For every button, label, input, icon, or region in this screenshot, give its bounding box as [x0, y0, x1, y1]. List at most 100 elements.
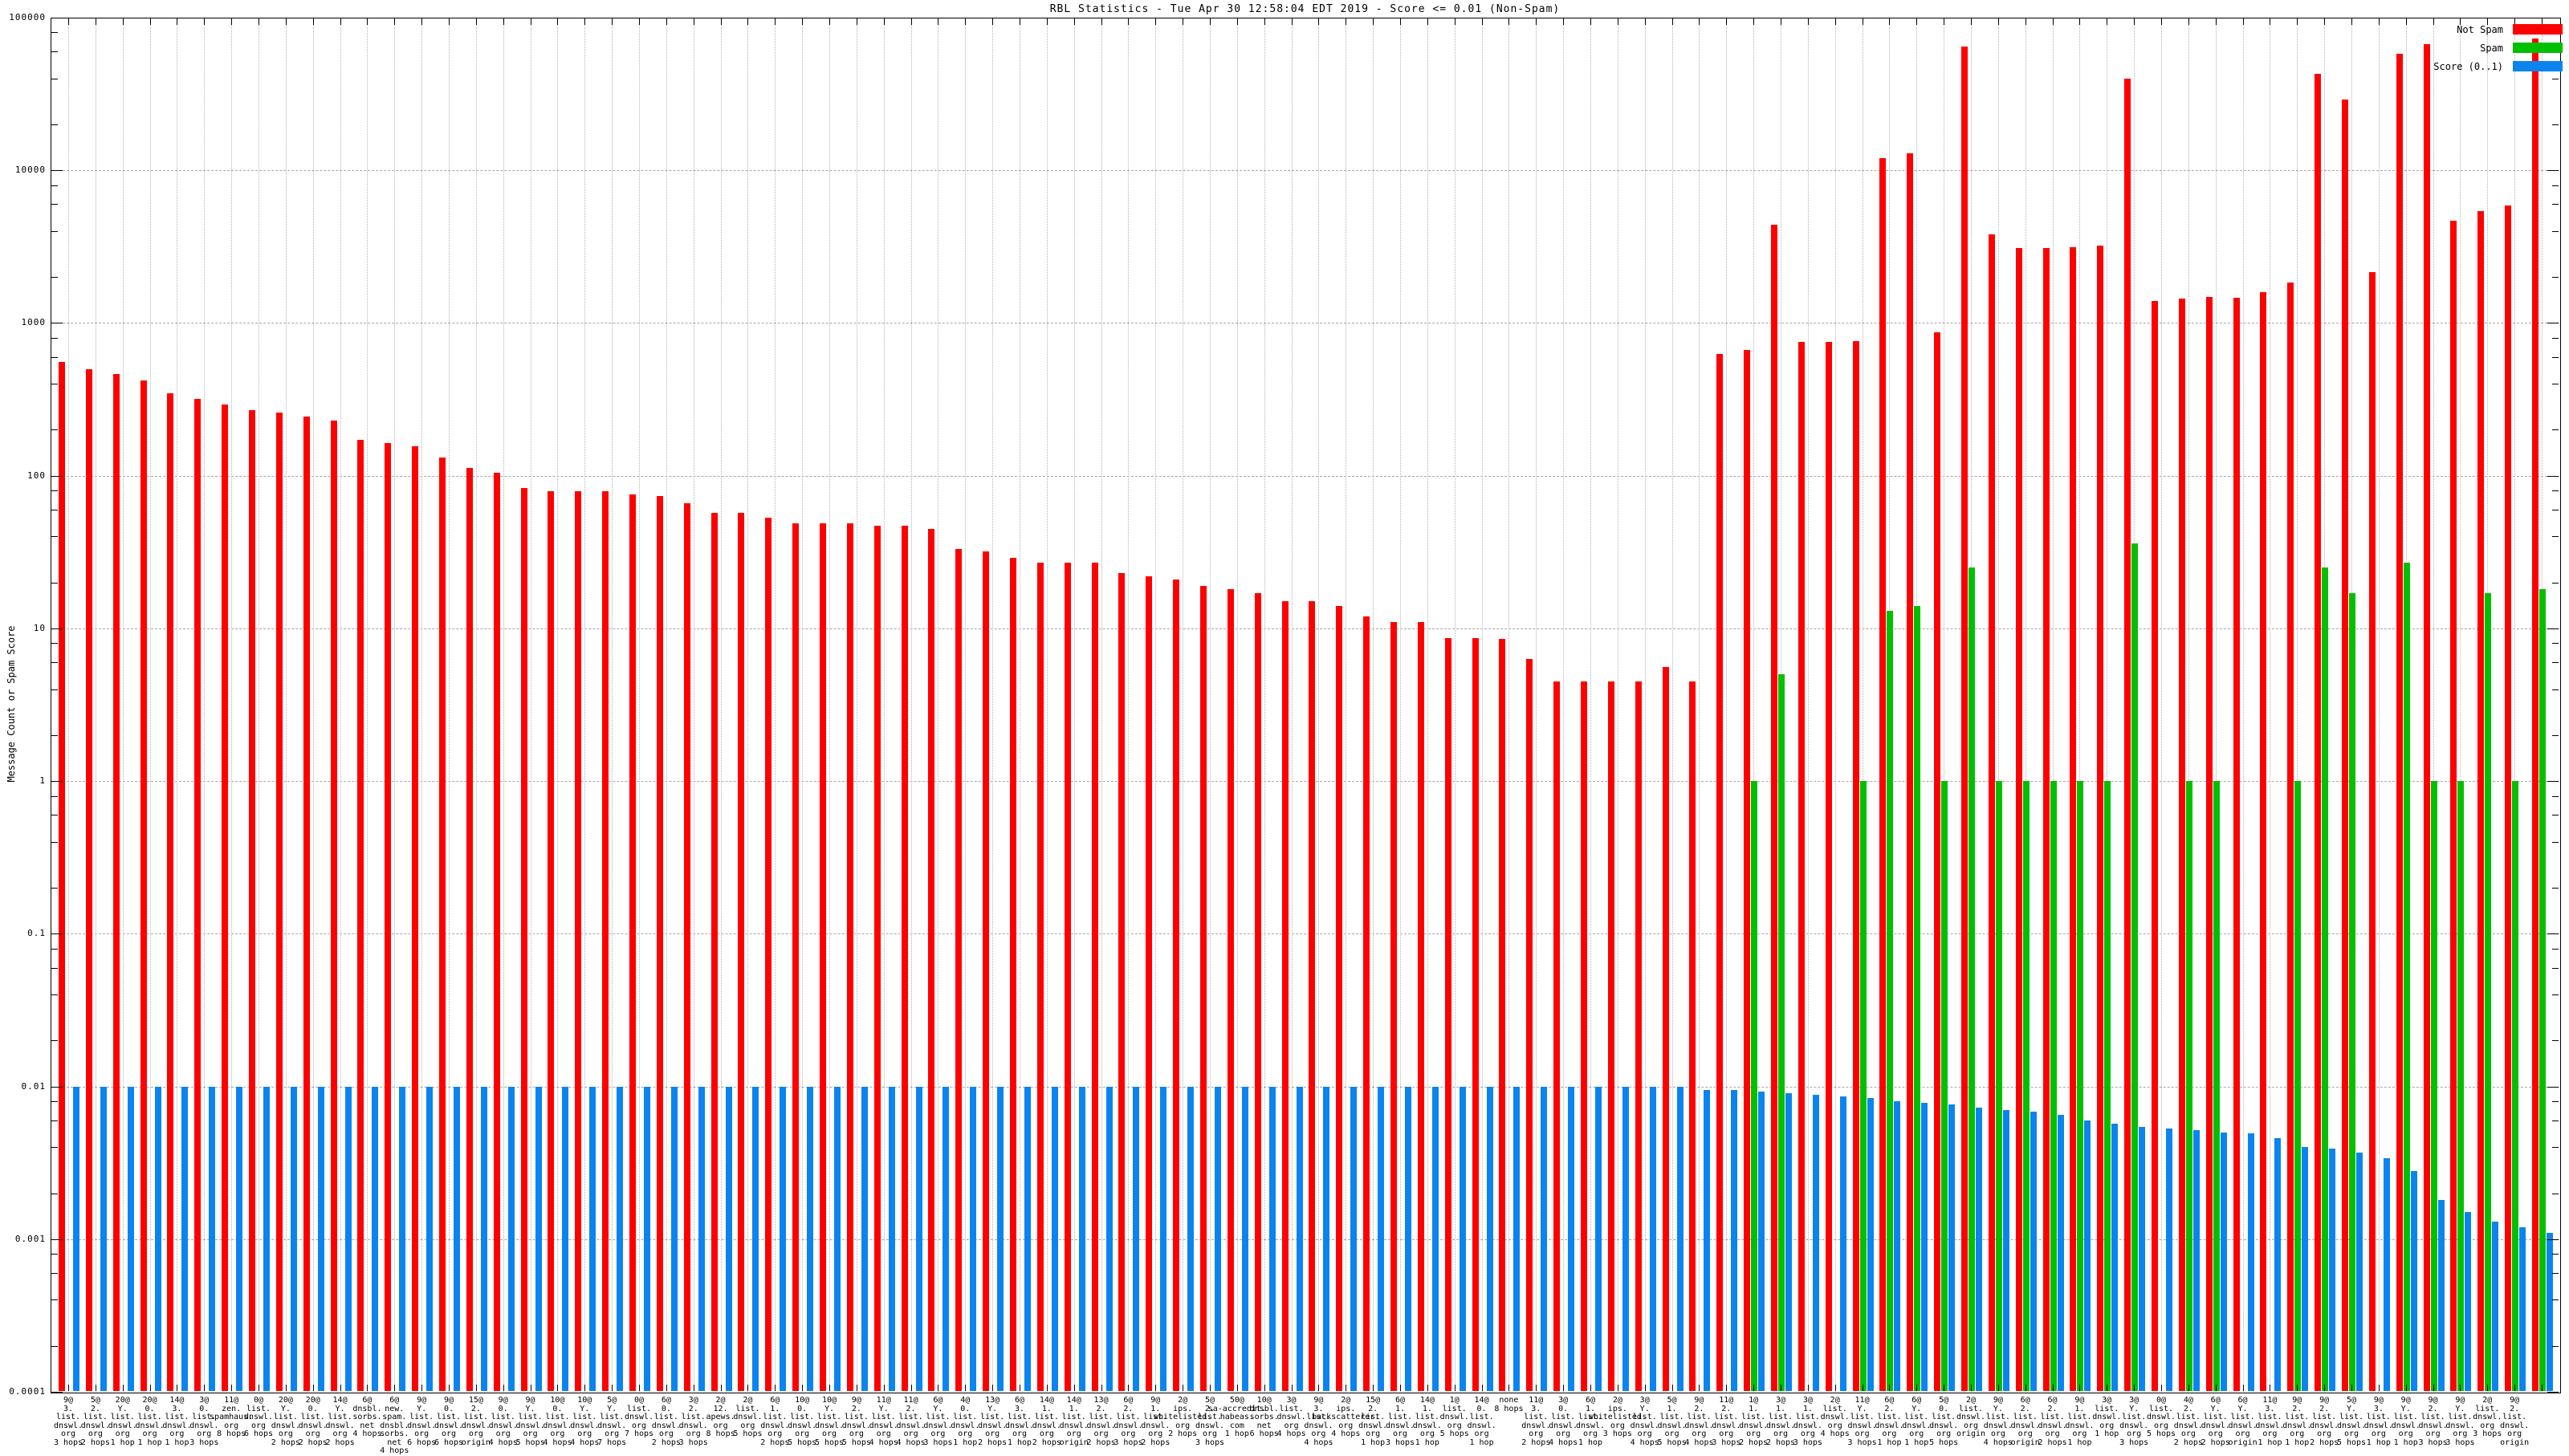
bar-score	[1024, 1086, 1031, 1391]
x-label: 5@ 0. list. dnswl. org 5 hops	[1929, 1396, 1959, 1447]
bar-score	[888, 1086, 895, 1391]
x-tick-bottom	[204, 1385, 206, 1391]
y-minor-tick-left	[51, 277, 58, 279]
x-tick-top	[2242, 18, 2244, 25]
bar-score	[2465, 1212, 2472, 1391]
h-gridline	[51, 1086, 2559, 1088]
y-major-tick-left	[51, 1238, 63, 1240]
bar-not-spam	[112, 374, 120, 1391]
x-tick-top	[1481, 18, 1483, 25]
y-minor-tick-left	[51, 1147, 58, 1149]
x-label: 11@ Y. list. dnswl. org 3 hops	[1847, 1396, 1877, 1447]
x-label: 50@ sa-accredit. habeas. com 1 hop	[1207, 1396, 1266, 1438]
bar-score	[317, 1086, 324, 1391]
x-tick-bottom	[312, 1385, 314, 1391]
x-tick-top	[1318, 18, 1320, 25]
legend-swatch-not-spam	[2513, 24, 2563, 35]
x-tick-top	[965, 18, 967, 25]
bar-score	[752, 1086, 759, 1391]
v-gridline	[204, 18, 206, 1392]
x-tick-top	[2052, 18, 2054, 25]
v-gridline	[2025, 18, 2026, 1392]
bar-score	[2247, 1133, 2254, 1391]
bar-score	[2030, 1112, 2037, 1391]
v-gridline	[421, 18, 423, 1392]
x-label: 2@ list. dnswl. org 4 hops	[1820, 1396, 1850, 1438]
x-label: 14@ 1. list. dnswl. org origin	[1059, 1396, 1089, 1447]
x-tick-top	[1889, 18, 1891, 25]
x-tick-top	[639, 18, 640, 25]
x-tick-bottom	[1536, 1385, 1537, 1391]
bar-score	[344, 1086, 352, 1391]
bar-score	[1459, 1086, 1466, 1391]
x-label: 3@ list. dnswl. org 1 hop	[2092, 1396, 2122, 1438]
bar-not-spam	[1662, 666, 1669, 1391]
bar-not-spam	[1118, 573, 1126, 1391]
y-minor-tick-left	[51, 795, 58, 797]
y-minor-tick-right	[2552, 536, 2559, 538]
y-minor-tick-right	[2552, 356, 2559, 358]
v-gridline	[1671, 18, 1673, 1392]
bar-score	[290, 1086, 297, 1391]
h-gridline	[51, 1238, 2559, 1240]
bar-not-spam	[385, 442, 392, 1391]
bar-score	[1622, 1086, 1629, 1391]
bar-not-spam	[710, 513, 718, 1391]
y-minor-tick-right	[2552, 795, 2559, 797]
x-tick-top	[557, 18, 559, 25]
y-minor-tick-right	[2552, 1272, 2559, 1274]
x-tick-bottom	[1590, 1385, 1591, 1391]
x-tick-bottom	[503, 1385, 504, 1391]
bar-not-spam	[1064, 562, 1071, 1391]
x-label: 3@ Y. list. dnswl. org 4 hops	[1630, 1396, 1659, 1447]
y-minor-tick-right	[2552, 689, 2559, 690]
x-tick-top	[720, 18, 722, 25]
x-label: 6@ dnsbl. sorbs. net 4 hops	[352, 1396, 382, 1438]
x-label: 10@ dnsbl. sorbs. net 6 hops	[1249, 1396, 1279, 1438]
x-tick-bottom	[1508, 1385, 1510, 1391]
bar-not-spam	[1200, 585, 1207, 1391]
y-minor-tick-left	[51, 1272, 58, 1274]
x-tick-bottom	[2242, 1385, 2244, 1391]
x-tick-top	[612, 18, 613, 25]
bar-not-spam	[412, 446, 419, 1391]
y-major-tick-left	[51, 475, 63, 477]
y-minor-tick-right	[2552, 643, 2559, 645]
bar-not-spam	[901, 526, 908, 1391]
x-tick-bottom	[829, 1385, 830, 1391]
y-tick-label: 100000	[9, 12, 46, 22]
x-tick-top	[992, 18, 994, 25]
bar-not-spam	[330, 420, 337, 1391]
x-label: 9@ 3. list. dnswl. org 4 hops	[1304, 1396, 1333, 1447]
y-minor-tick-left	[51, 1299, 58, 1301]
bar-spam	[1941, 781, 1948, 1391]
bar-not-spam	[983, 551, 990, 1391]
x-tick-bottom	[475, 1385, 477, 1391]
y-minor-tick-left	[51, 51, 58, 53]
x-label: 5@ 2. list. dnswl. org 2 hops	[80, 1396, 110, 1447]
v-gridline	[1590, 18, 1591, 1392]
bar-spam	[2485, 593, 2492, 1391]
y-minor-tick-left	[51, 124, 58, 125]
v-gridline	[1073, 18, 1075, 1392]
bar-not-spam	[1934, 331, 1941, 1391]
bar-score	[970, 1086, 977, 1391]
bar-not-spam	[792, 523, 800, 1391]
x-tick-top	[475, 18, 477, 25]
v-gridline	[1726, 18, 1728, 1392]
x-label: 13@ 2. list. dnswl. org 2 hops	[1086, 1396, 1116, 1447]
bar-not-spam	[955, 549, 963, 1391]
y-major-tick-left	[51, 1086, 63, 1088]
bar-score	[1105, 1086, 1113, 1391]
x-tick-bottom	[1291, 1385, 1293, 1391]
x-tick-top	[340, 18, 341, 25]
bar-score	[1486, 1086, 1493, 1391]
bar-not-spam	[1825, 342, 1832, 1391]
v-gridline	[503, 18, 504, 1392]
y-tick-label: 0.1	[27, 928, 46, 939]
x-label: 6@ 2. list. dnswl. org 1 hop	[1875, 1396, 1904, 1447]
bar-not-spam	[1499, 639, 1506, 1391]
v-gridline	[2188, 18, 2189, 1392]
bar-not-spam	[439, 458, 446, 1391]
